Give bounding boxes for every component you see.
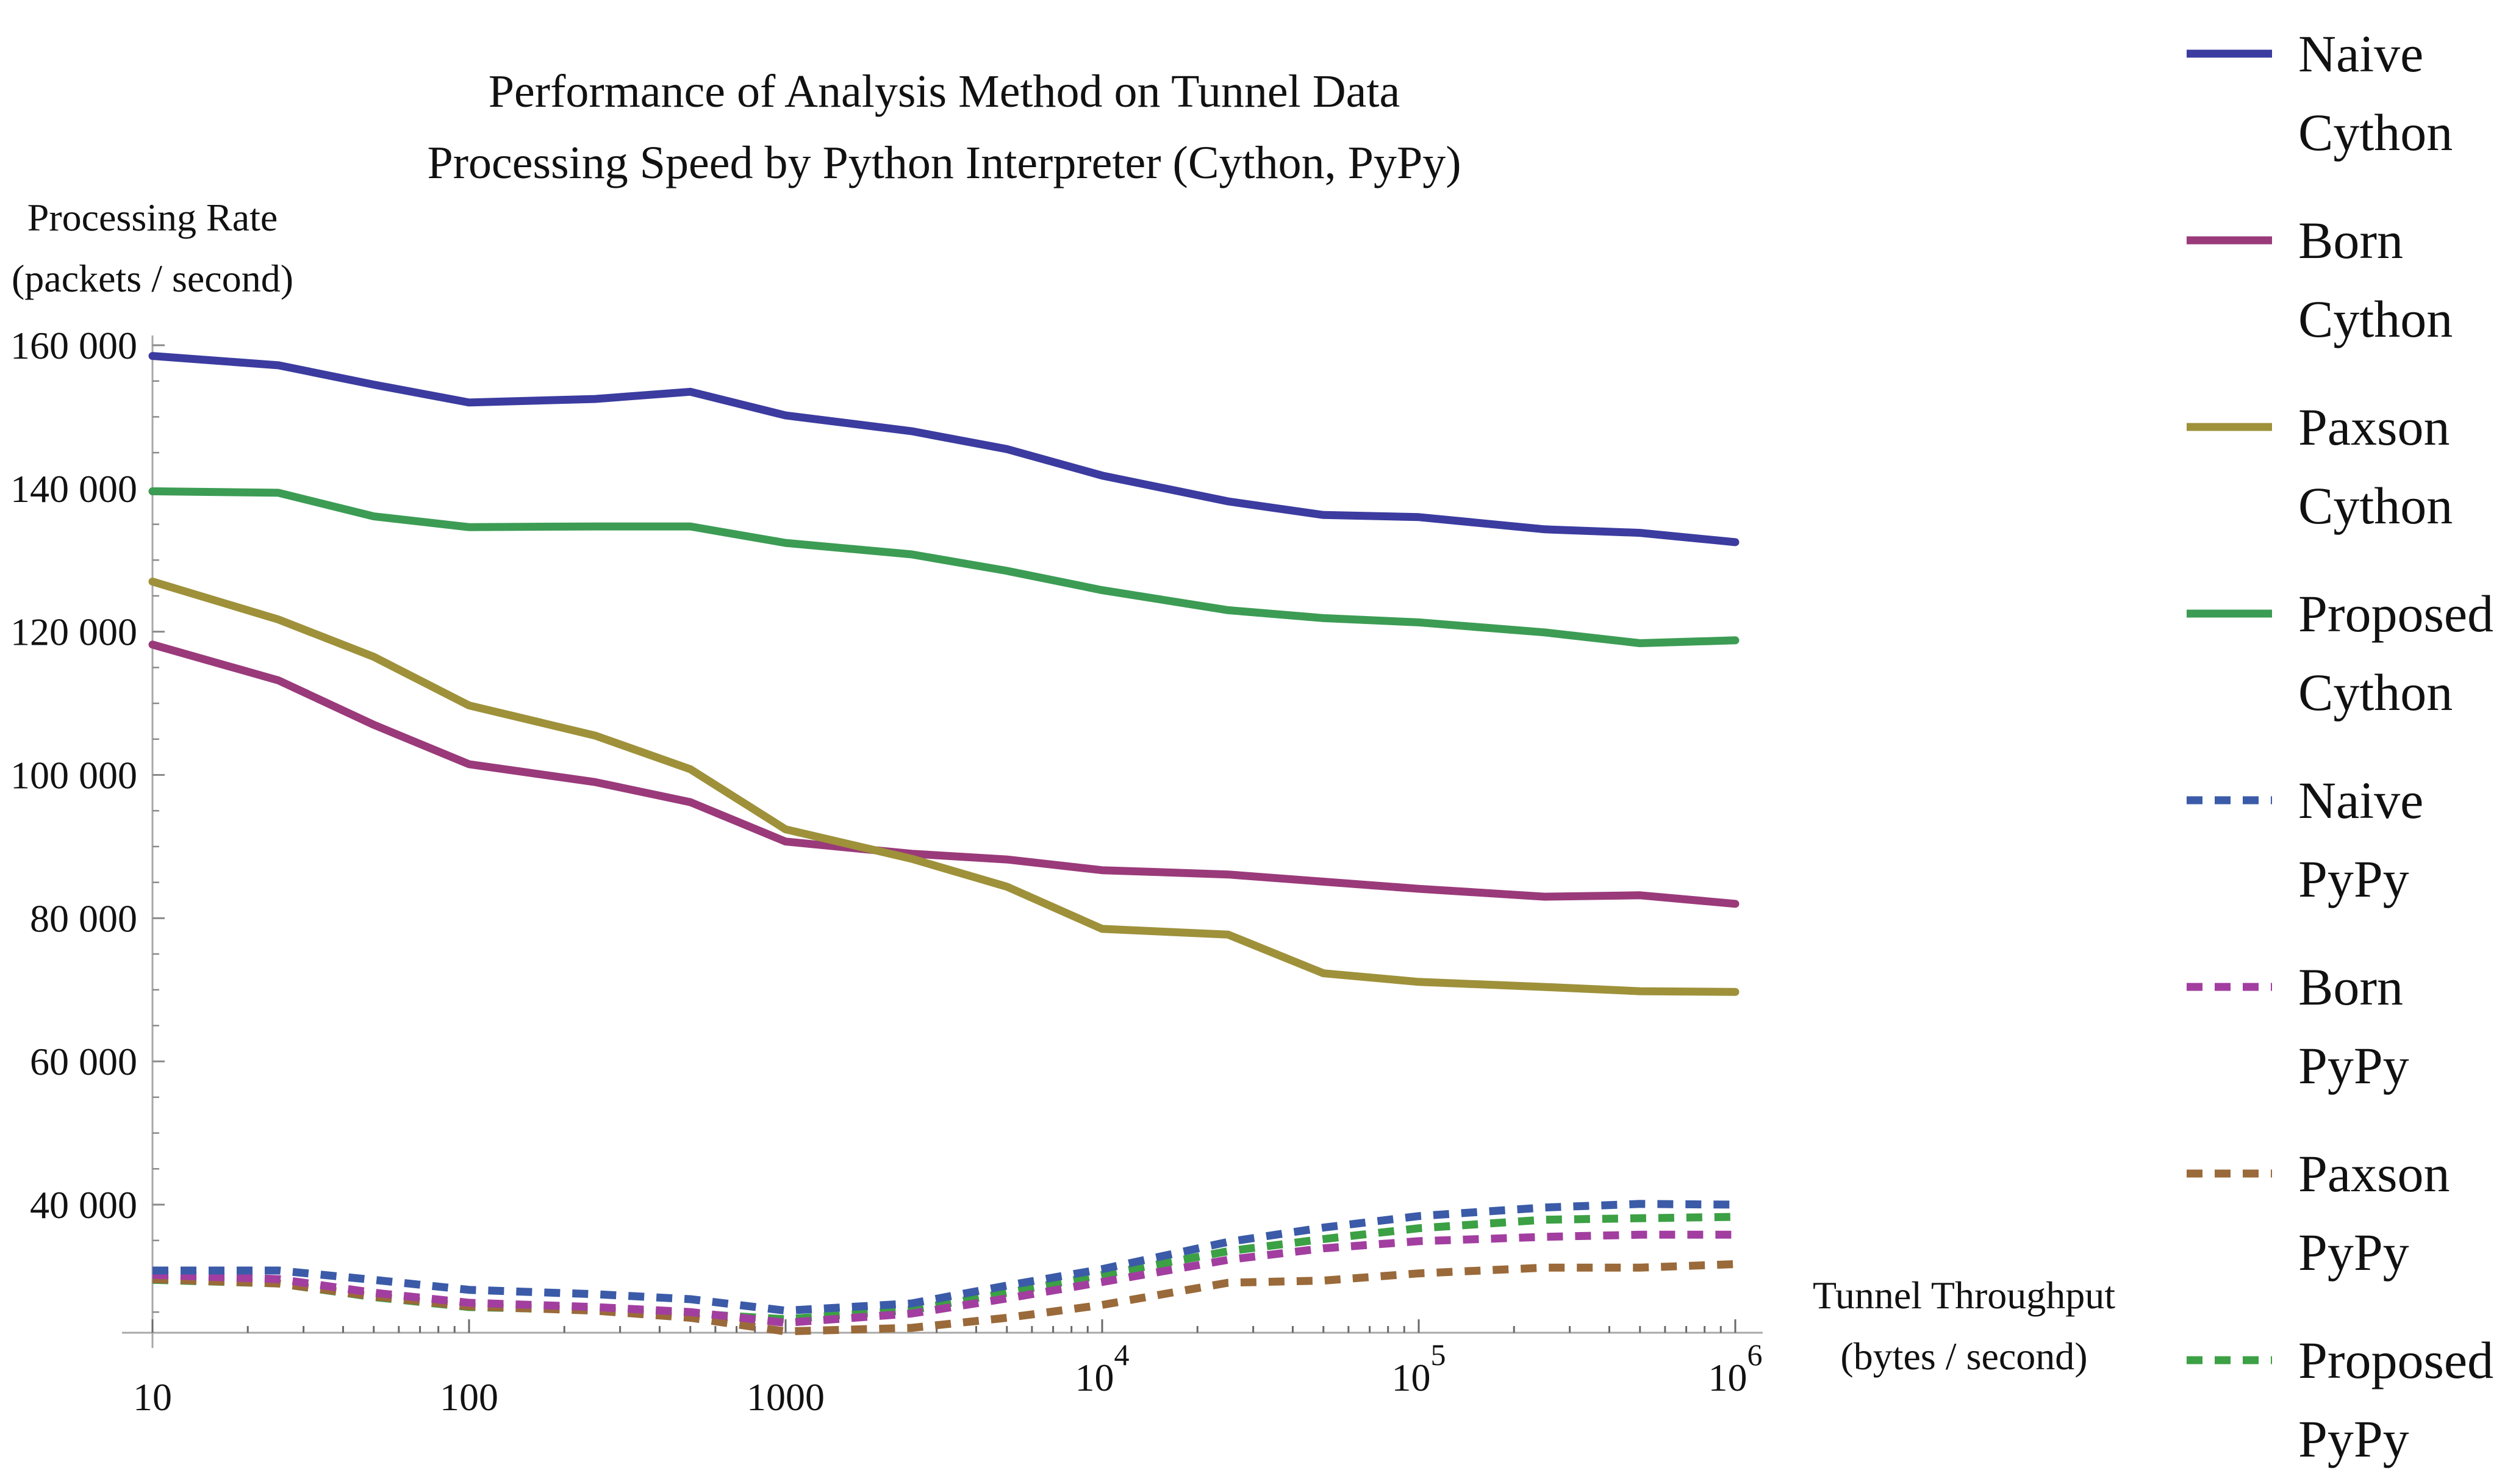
x-axis-label-line-1: Tunnel Throughput — [1813, 1274, 2115, 1317]
legend-label-line-1: Naive — [2298, 771, 2423, 830]
legend-item: Paxson Cython — [2187, 398, 2453, 535]
legend-item: Born PyPy — [2187, 958, 2409, 1095]
y-tick-label: 40 000 — [30, 1183, 137, 1227]
axes: 40 000 60 000 80 000 100 000 120 000 140 000 1… — [10, 324, 1763, 1419]
x-axis-label-line-2: (bytes / second) — [1840, 1335, 2087, 1378]
x-tick-label: 10 — [133, 1375, 172, 1419]
y-tick-label: 120 000 — [10, 611, 137, 654]
series-line-naive-cython — [148, 352, 1740, 547]
legend-label-line-1: Born — [2298, 958, 2403, 1016]
legend-label-line-1: Proposed — [2298, 1331, 2493, 1389]
legend-label-line-1: Born — [2298, 211, 2403, 270]
legend-label-line-2: Cython — [2298, 103, 2453, 162]
series-lines — [148, 352, 1740, 1336]
legend-item: Proposed Cython — [2187, 584, 2493, 722]
x-tick-label: 104 — [1075, 1338, 1130, 1399]
legend-label-line-2: PyPy — [2298, 1223, 2409, 1281]
legend-item: Proposed PyPy — [2187, 1331, 2493, 1468]
legend-label-line-1: Paxson — [2298, 1144, 2450, 1203]
y-axis-label-line-2: (packets / second) — [12, 257, 293, 300]
series-line-paxson-cython — [148, 578, 1740, 996]
x-tick-label: 1000 — [747, 1375, 825, 1419]
legend-item: Born Cython — [2187, 211, 2453, 348]
legend-item: Naive Cython — [2187, 24, 2453, 162]
legend-label-line-2: PyPy — [2298, 850, 2409, 908]
legend-item: Naive PyPy — [2187, 771, 2423, 908]
y-tick-label: 80 000 — [30, 897, 137, 940]
legend-label-line-2: Cython — [2298, 476, 2453, 535]
y-axis-label-line-1: Processing Rate — [27, 196, 278, 239]
y-tick-label: 140 000 — [10, 467, 137, 511]
chart-subtitle: Processing Speed by Python Interpreter (… — [427, 137, 1461, 188]
y-tick-label: 100 000 — [10, 754, 137, 797]
y-tick-label: 160 000 — [10, 324, 137, 367]
legend-label-line-1: Naive — [2298, 24, 2423, 83]
legend-label-line-1: Proposed — [2298, 584, 2493, 643]
legend-label-line-2: PyPy — [2298, 1410, 2409, 1468]
x-tick-label: 105 — [1392, 1338, 1446, 1399]
x-tick-label: 100 — [440, 1375, 498, 1419]
legend-label-line-2: PyPy — [2298, 1036, 2409, 1095]
legend-label-line-2: Cython — [2298, 290, 2453, 348]
series-line-proposed-cython — [148, 487, 1740, 647]
legend-label-line-1: Paxson — [2298, 398, 2450, 456]
y-axis-ticks: 40 000 60 000 80 000 100 000 120 000 140 000 1… — [10, 324, 165, 1313]
y-tick-label: 60 000 — [30, 1040, 137, 1083]
legend-label-line-2: Cython — [2298, 663, 2453, 722]
series-line-born-cython — [148, 640, 1740, 908]
x-tick-label: 106 — [1708, 1338, 1763, 1399]
x-axis-ticks: 10 100 1000 104 105 106 — [133, 1319, 1763, 1419]
legend-item: Paxson PyPy — [2187, 1144, 2450, 1281]
legend: NaiveCythonBornCythonPaxsonCythonPropose… — [2187, 24, 2493, 1468]
chart-title: Performance of Analysis Method on Tunnel… — [489, 66, 1400, 117]
